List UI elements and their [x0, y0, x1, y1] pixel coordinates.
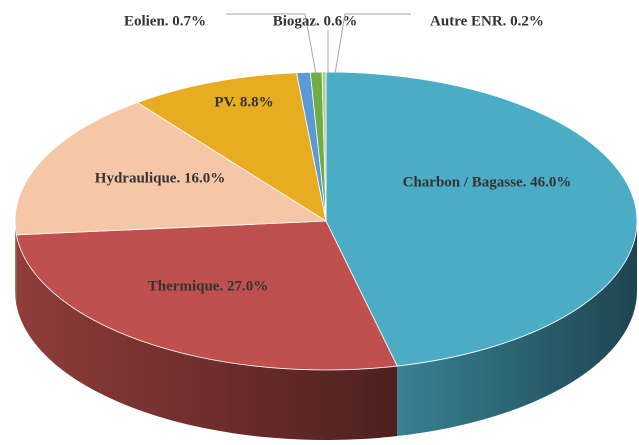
- data-label: Hydraulique. 16.0%: [95, 170, 225, 186]
- slice-side: [16, 234, 398, 440]
- data-label: PV. 8.8%: [214, 94, 273, 110]
- slice-side: [397, 221, 637, 437]
- data-label: Charbon / Bagasse. 46.0%: [403, 174, 572, 190]
- slice: [136, 72, 327, 222]
- slice: [321, 71, 327, 222]
- data-label: Eolien. 0.7%: [124, 13, 206, 29]
- data-label: Biogaz. 0.6%: [273, 13, 358, 29]
- leader-line: [334, 13, 411, 75]
- slice: [15, 220, 398, 371]
- slice: [325, 71, 638, 367]
- data-label: Thermique. 27.0%: [148, 278, 268, 294]
- slice-side: [15, 221, 17, 305]
- leader-line: [226, 13, 317, 75]
- slice: [14, 102, 328, 236]
- data-label: Autre ENR. 0.2%: [430, 13, 544, 29]
